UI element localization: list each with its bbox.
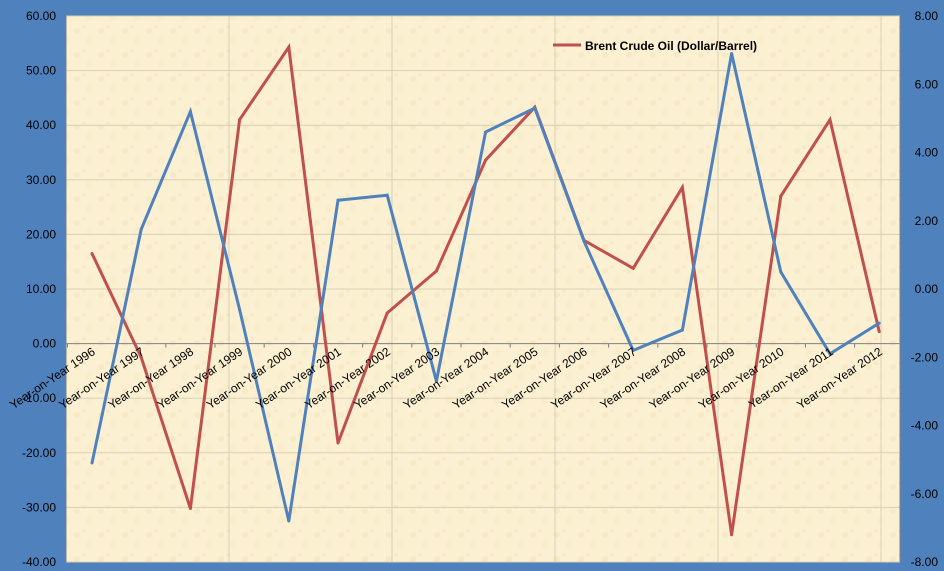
data-point-blue <box>139 227 143 231</box>
data-point-red <box>287 45 291 49</box>
right-axis-tick-label: -2.00 <box>911 350 939 364</box>
data-point-red <box>385 311 389 315</box>
data-point-red <box>680 185 684 189</box>
data-point-red <box>238 118 242 122</box>
data-point-blue <box>680 328 684 332</box>
right-axis-tick-label: -8.00 <box>911 555 939 569</box>
data-point-blue <box>385 193 389 197</box>
data-point-red <box>336 441 340 445</box>
right-axis-tick-label: 0.00 <box>915 282 939 296</box>
gridlines <box>66 15 900 563</box>
left-axis-tick-label: -20.00 <box>22 446 56 460</box>
left-axis-tick-label: 0.00 <box>33 337 57 351</box>
data-point-red <box>484 158 488 162</box>
data-point-blue <box>582 239 586 243</box>
right-axis-tick-label: -6.00 <box>911 487 939 501</box>
data-point-red <box>828 118 832 122</box>
left-axis-tick-label: -10.00 <box>22 391 56 405</box>
data-point-blue <box>287 519 291 523</box>
left-axis-tick-label: -40.00 <box>22 555 56 569</box>
data-point-blue <box>336 198 340 202</box>
data-point-blue <box>828 352 832 356</box>
data-point-red <box>90 252 94 256</box>
right-axis-tick-label: 2.00 <box>915 214 939 228</box>
data-point-blue <box>631 348 635 352</box>
legend-label-brent-crude-oil: Brent Crude Oil (Dollar/Barrel) <box>585 39 757 53</box>
axes: 60.00 50.00 40.00 30.00 20.00 10.00 0.00 -10.00… <box>22 9 938 569</box>
data-point-blue <box>188 110 192 114</box>
data-point-blue <box>730 52 734 56</box>
right-axis-tick-label: 8.00 <box>915 9 939 23</box>
legend: Brent Crude Oil (Dollar/Barrel) <box>553 39 757 53</box>
data-point-red <box>730 533 734 537</box>
right-axis-tick-label: 6.00 <box>915 77 939 91</box>
data-point-blue <box>90 461 94 465</box>
left-axis-tick-label: 60.00 <box>26 9 56 23</box>
left-axis-tick-label: 40.00 <box>26 118 56 132</box>
data-point-red <box>188 506 192 510</box>
right-axis-tick-label: 4.00 <box>915 146 939 160</box>
left-axis-tick-label: 50.00 <box>26 64 56 78</box>
data-point-red <box>139 355 143 359</box>
data-point-red <box>779 194 783 198</box>
data-point-blue <box>434 379 438 383</box>
left-axis-tick-label: 30.00 <box>26 173 56 187</box>
left-axis-tick-label: -30.00 <box>22 500 56 514</box>
data-point-blue <box>533 106 537 110</box>
right-axis-tick-label: -4.00 <box>911 419 939 433</box>
data-point-blue <box>779 270 783 274</box>
data-point-blue <box>877 321 881 325</box>
series <box>90 42 881 537</box>
data-point-red <box>434 269 438 273</box>
left-axis-tick-label: 10.00 <box>26 282 56 296</box>
data-point-blue <box>238 307 242 311</box>
data-point-red <box>631 266 635 270</box>
left-axis-tick-label: 20.00 <box>26 227 56 241</box>
data-point-blue <box>484 130 488 134</box>
data-point-red <box>877 330 881 334</box>
